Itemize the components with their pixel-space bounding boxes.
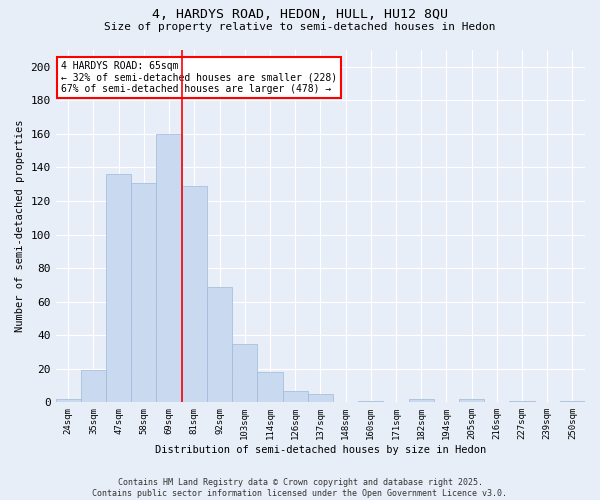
Y-axis label: Number of semi-detached properties: Number of semi-detached properties [15, 120, 25, 332]
Text: 4 HARDYS ROAD: 65sqm
← 32% of semi-detached houses are smaller (228)
67% of semi: 4 HARDYS ROAD: 65sqm ← 32% of semi-detac… [61, 60, 337, 94]
Bar [509, 400, 535, 402]
Bar [358, 400, 383, 402]
Bar [232, 344, 257, 402]
Bar [560, 400, 585, 402]
Bar [106, 174, 131, 402]
Bar [257, 372, 283, 402]
Bar [409, 399, 434, 402]
Bar [459, 399, 484, 402]
Bar [56, 399, 81, 402]
Text: Size of property relative to semi-detached houses in Hedon: Size of property relative to semi-detach… [104, 22, 496, 32]
X-axis label: Distribution of semi-detached houses by size in Hedon: Distribution of semi-detached houses by … [155, 445, 486, 455]
Bar [182, 186, 207, 402]
Bar [207, 286, 232, 403]
Bar [157, 134, 182, 402]
Bar [308, 394, 333, 402]
Bar [131, 182, 157, 402]
Bar [283, 390, 308, 402]
Bar [81, 370, 106, 402]
Text: Contains HM Land Registry data © Crown copyright and database right 2025.
Contai: Contains HM Land Registry data © Crown c… [92, 478, 508, 498]
Text: 4, HARDYS ROAD, HEDON, HULL, HU12 8QU: 4, HARDYS ROAD, HEDON, HULL, HU12 8QU [152, 8, 448, 20]
